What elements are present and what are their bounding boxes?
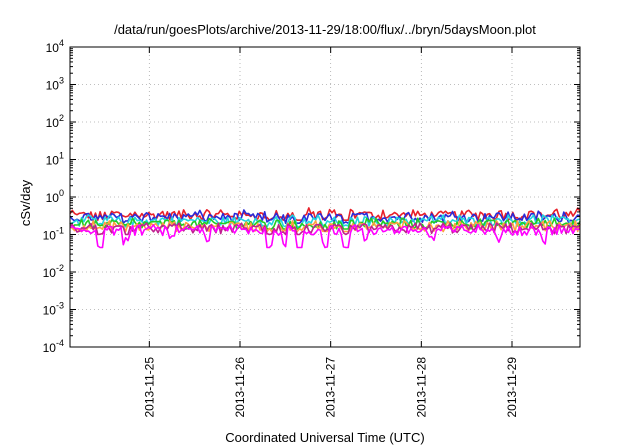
y-tick-label: 102 <box>46 113 64 130</box>
x-tick-label: 2013-11-28 <box>414 357 428 418</box>
x-tick-label: 2013-11-25 <box>142 357 156 418</box>
chart-title: /data/run/goesPlots/archive/2013-11-29/1… <box>114 22 536 37</box>
y-tick-label: 104 <box>46 38 64 55</box>
series-line <box>69 222 581 236</box>
x-axis: 2013-11-25 2013-11-26 2013-11-27 2013-11-28… <box>142 47 519 418</box>
y-axis: 10-4 10-3 10-2 10-1 100 101 102 103 104 <box>43 38 580 355</box>
y-tick-label: 101 <box>46 151 64 168</box>
x-axis-label: Coordinated Universal Time (UTC) <box>225 430 424 445</box>
y-tick-label: 10-3 <box>43 301 64 318</box>
series-line <box>69 224 581 249</box>
x-tick-label: 2013-11-27 <box>324 357 338 418</box>
x-tick-label: 2013-11-26 <box>233 357 247 418</box>
series-group <box>69 207 581 249</box>
y-axis-label: cSv/day <box>18 179 33 226</box>
y-tick-label: 103 <box>46 76 64 93</box>
y-tick-label: 10-2 <box>43 263 64 280</box>
x-tick-label: 2013-11-29 <box>505 357 519 418</box>
series-line <box>69 217 581 230</box>
y-tick-label: 100 <box>46 188 64 205</box>
y-tick-label: 10-4 <box>43 338 64 355</box>
grid <box>70 47 580 347</box>
y-tick-label: 10-1 <box>43 226 64 243</box>
series-line <box>69 207 581 221</box>
